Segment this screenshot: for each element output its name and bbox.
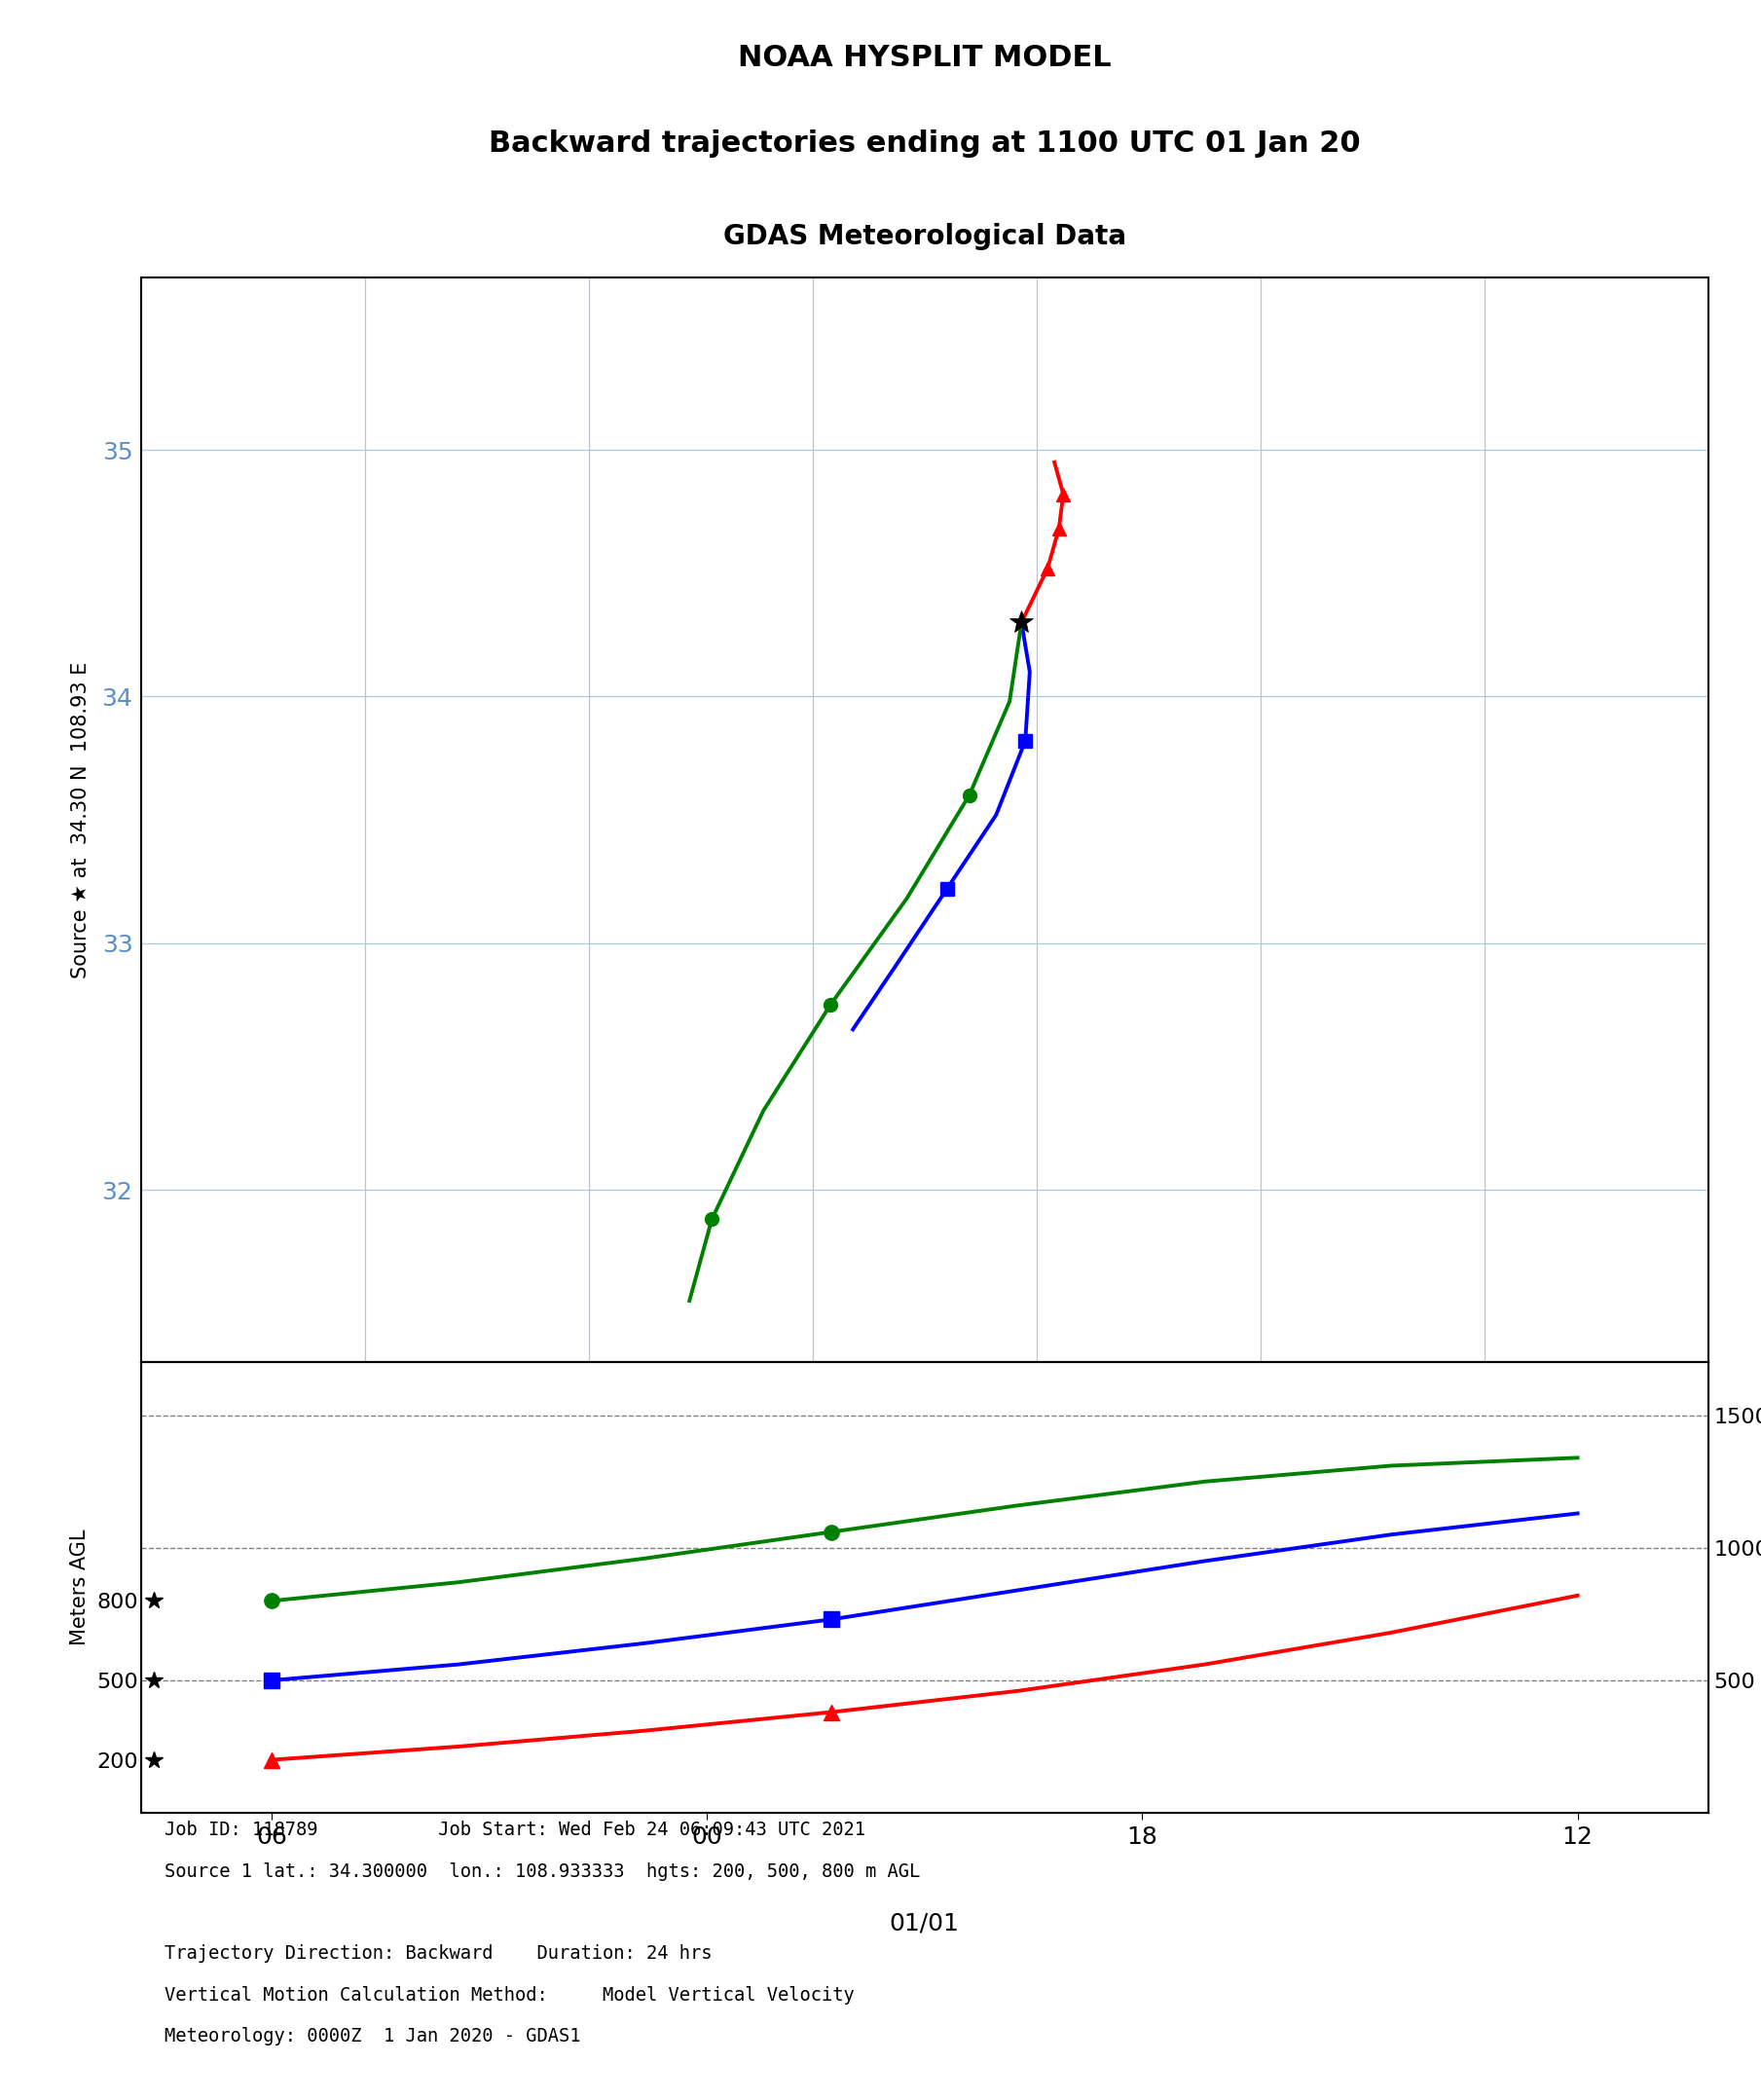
- Text: Trajectory Direction: Backward    Duration: 24 hrs: Trajectory Direction: Backward Duration:…: [164, 1945, 711, 1964]
- Y-axis label: Meters AGL: Meters AGL: [70, 1529, 90, 1646]
- Text: Vertical Motion Calculation Method:     Model Vertical Velocity: Vertical Motion Calculation Method: Mode…: [164, 1987, 854, 2003]
- Text: Meteorology: 0000Z  1 Jan 2020 - GDAS1: Meteorology: 0000Z 1 Jan 2020 - GDAS1: [164, 2026, 581, 2045]
- Text: Job ID: 118789           Job Start: Wed Feb 24 06:09:43 UTC 2021: Job ID: 118789 Job Start: Wed Feb 24 06:…: [164, 1821, 865, 1840]
- Y-axis label: Source ★ at  34.30 N  108.93 E: Source ★ at 34.30 N 108.93 E: [72, 662, 92, 979]
- Text: NOAA HYSPLIT MODEL: NOAA HYSPLIT MODEL: [738, 44, 1111, 71]
- Text: 01/01: 01/01: [889, 1911, 960, 1936]
- Text: Backward trajectories ending at 1100 UTC 01 Jan 20: Backward trajectories ending at 1100 UTC…: [488, 130, 1361, 158]
- Text: GDAS Meteorological Data: GDAS Meteorological Data: [724, 223, 1125, 250]
- Text: Source 1 lat.: 34.300000  lon.: 108.933333  hgts: 200, 500, 800 m AGL: Source 1 lat.: 34.300000 lon.: 108.93333…: [164, 1863, 919, 1882]
